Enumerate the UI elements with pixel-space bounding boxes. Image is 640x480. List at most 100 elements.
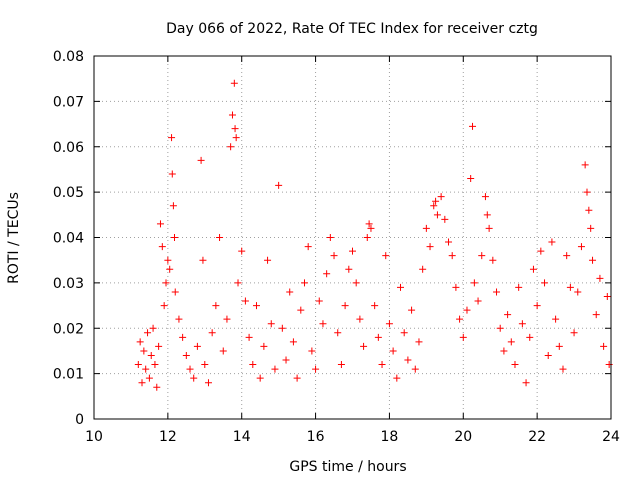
data-point (496, 324, 504, 332)
data-point (459, 333, 467, 341)
data-point (456, 315, 464, 323)
data-point (164, 256, 172, 264)
data-point (153, 383, 161, 391)
data-point (278, 324, 286, 332)
data-point (260, 342, 268, 350)
data-point (175, 315, 183, 323)
data-point (158, 243, 166, 251)
data-point (349, 247, 356, 255)
data-point (415, 338, 423, 346)
data-point (204, 379, 212, 387)
data-point (500, 347, 508, 355)
data-point (315, 297, 323, 305)
data-point (145, 374, 153, 382)
data-point (367, 224, 375, 232)
data-point (171, 234, 179, 241)
data-point (452, 283, 460, 291)
y-tick-label: 0.07 (53, 94, 84, 110)
data-point (216, 234, 224, 241)
x-tick-label: 12 (159, 429, 177, 445)
data-point (230, 79, 238, 87)
data-point (374, 333, 382, 341)
data-point (282, 356, 290, 364)
data-point (393, 374, 401, 382)
data-point (469, 122, 477, 130)
y-tick-label: 0.08 (53, 49, 84, 65)
x-tick-label: 24 (602, 429, 620, 445)
data-point (437, 193, 445, 201)
data-point (445, 238, 453, 246)
data-point (147, 351, 155, 359)
data-point (151, 361, 159, 369)
data-point (544, 351, 552, 359)
data-point (140, 347, 148, 355)
data-point (511, 361, 519, 369)
data-point (234, 279, 242, 287)
data-point (264, 256, 272, 264)
data-point (312, 365, 320, 373)
data-point (493, 288, 501, 296)
y-tick-label: 0.01 (53, 367, 84, 383)
y-tick-label: 0 (75, 412, 84, 428)
y-tick-label: 0.05 (53, 185, 84, 201)
data-point (481, 193, 489, 201)
data-point (397, 283, 405, 291)
chart-title: Day 066 of 2022, Rate Of TEC Index for r… (166, 21, 538, 37)
data-point (300, 279, 308, 287)
data-point (138, 379, 146, 387)
y-axis-label: ROTI / TECUs (6, 192, 22, 284)
data-point (548, 238, 556, 246)
data-point (404, 356, 412, 364)
data-point (577, 243, 585, 251)
data-point (587, 224, 595, 232)
data-point (319, 320, 327, 328)
data-point (522, 379, 530, 387)
data-point (518, 320, 526, 328)
data-point (463, 306, 471, 314)
data-point (297, 306, 305, 314)
data-point (171, 288, 179, 296)
x-axis-label: GPS time / hours (289, 459, 406, 475)
data-point (267, 320, 275, 328)
data-point (156, 220, 164, 228)
data-point (432, 197, 440, 205)
data-point (400, 329, 408, 337)
data-point (365, 220, 373, 228)
data-point (411, 365, 419, 373)
data-point (249, 361, 257, 369)
data-point (223, 315, 231, 323)
data-point (323, 270, 331, 278)
data-point (489, 256, 497, 264)
data-point (186, 365, 194, 373)
data-point (212, 302, 220, 310)
y-tick-label: 0.03 (53, 276, 84, 292)
data-point (330, 252, 338, 260)
data-point (533, 302, 541, 310)
data-point (389, 347, 397, 355)
data-point (245, 333, 253, 341)
data-point (219, 347, 227, 355)
data-point (592, 311, 600, 319)
data-point (478, 252, 486, 260)
data-point (589, 256, 597, 264)
data-point (275, 181, 283, 189)
data-point (155, 342, 163, 350)
data-point (433, 211, 441, 219)
data-point (326, 234, 334, 241)
data-point (252, 302, 260, 310)
data-point (227, 143, 235, 151)
grid-lines (94, 56, 611, 419)
data-point (563, 252, 571, 260)
data-point (136, 338, 144, 346)
data-point (603, 292, 611, 300)
data-point (238, 247, 246, 255)
data-point (149, 324, 157, 332)
data-point (483, 211, 491, 219)
data-point (566, 283, 574, 291)
data-point (199, 256, 207, 264)
data-point (419, 265, 427, 273)
x-tick-label: 16 (307, 429, 325, 445)
data-point (168, 170, 176, 178)
data-point (201, 361, 209, 369)
